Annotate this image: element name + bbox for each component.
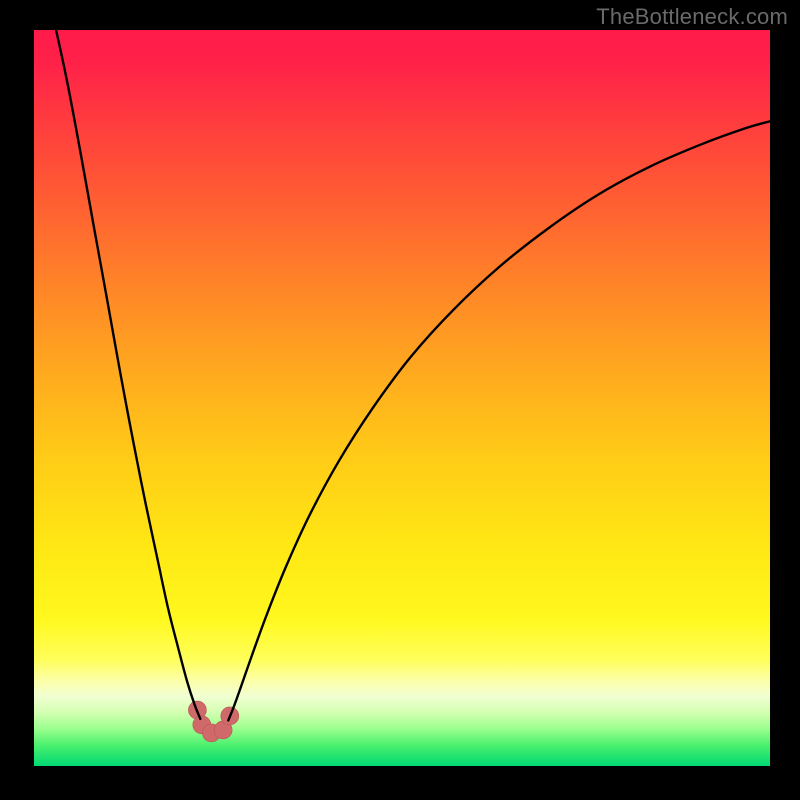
watermark-text: TheBottleneck.com: [596, 4, 788, 30]
chart-container: TheBottleneck.com: [0, 0, 800, 800]
chart-svg: [0, 0, 800, 800]
plot-background: [34, 30, 770, 766]
